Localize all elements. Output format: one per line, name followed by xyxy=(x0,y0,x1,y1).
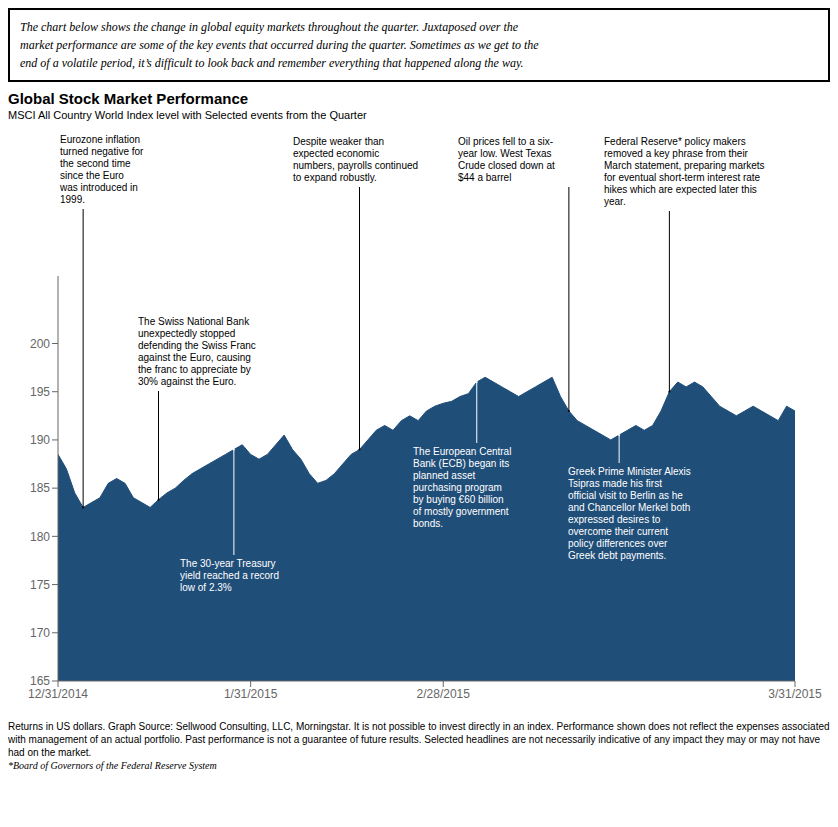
svg-text:1/31/2015: 1/31/2015 xyxy=(224,687,278,701)
svg-text:Greek Prime Minister AlexisTsi: Greek Prime Minister AlexisTsipras made … xyxy=(568,466,691,561)
svg-text:165: 165 xyxy=(30,674,50,688)
svg-text:The 30-year Treasuryyield reac: The 30-year Treasuryyield reached a reco… xyxy=(180,558,279,593)
svg-text:Despite weaker thanexpected ec: Despite weaker thanexpected economicnumb… xyxy=(293,136,418,183)
svg-text:170: 170 xyxy=(30,626,50,640)
svg-text:The European CentralBank (ECB): The European CentralBank (ECB) began its… xyxy=(413,446,511,529)
svg-text:The Swiss National Bankunexpec: The Swiss National Bankunexpectedly stop… xyxy=(138,316,256,387)
svg-text:Oil prices fell to a six-year: Oil prices fell to a six-year low. West … xyxy=(458,136,555,183)
svg-text:175: 175 xyxy=(30,578,50,592)
svg-text:185: 185 xyxy=(30,481,50,495)
svg-text:195: 195 xyxy=(30,385,50,399)
svg-text:200: 200 xyxy=(30,337,50,351)
svg-text:2/28/2015: 2/28/2015 xyxy=(417,687,471,701)
svg-text:180: 180 xyxy=(30,530,50,544)
html-text:The chart below shows the chan: The chart below shows the change in glob… xyxy=(20,20,539,70)
html-text:Returns in US dollars. Graph S: Returns in US dollars. Graph Source: Sel… xyxy=(8,721,830,758)
svg-text:3/31/2015: 3/31/2015 xyxy=(768,687,822,701)
html-text:MSCI All Country World Index l: MSCI All Country World Index level with … xyxy=(8,109,367,121)
svg-text:Federal Reserve* policy makers: Federal Reserve* policy makersremoved a … xyxy=(604,136,765,207)
html-text:Global Stock Market Performanc: Global Stock Market Performance xyxy=(8,90,249,107)
svg-text:190: 190 xyxy=(30,433,50,447)
svg-text:Eurozone inflationturned negat: Eurozone inflationturned negative forthe… xyxy=(59,134,144,205)
svg-text:12/31/2014: 12/31/2014 xyxy=(28,687,88,701)
html-text:*Board of Governors of the Fed: *Board of Governors of the Federal Reser… xyxy=(8,760,217,771)
